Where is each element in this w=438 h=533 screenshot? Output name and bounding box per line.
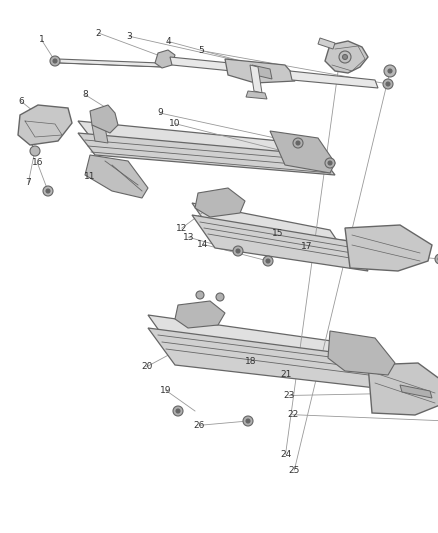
Polygon shape: [192, 203, 350, 260]
Polygon shape: [85, 155, 148, 198]
Circle shape: [383, 79, 393, 89]
Text: 11: 11: [84, 173, 95, 181]
Polygon shape: [90, 105, 118, 133]
Circle shape: [53, 59, 57, 63]
Text: 16: 16: [32, 158, 43, 167]
Text: 4: 4: [166, 37, 171, 46]
Polygon shape: [155, 50, 175, 68]
Text: 22: 22: [287, 410, 298, 419]
Polygon shape: [325, 41, 368, 73]
Polygon shape: [92, 125, 108, 143]
Polygon shape: [148, 315, 382, 378]
Text: 7: 7: [25, 178, 32, 187]
Circle shape: [43, 186, 53, 196]
Text: 19: 19: [160, 386, 171, 394]
Circle shape: [246, 419, 250, 423]
Text: 20: 20: [141, 362, 152, 371]
Text: 15: 15: [272, 229, 284, 238]
Polygon shape: [148, 328, 402, 391]
Circle shape: [384, 65, 396, 77]
Circle shape: [328, 161, 332, 165]
Text: 9: 9: [157, 109, 163, 117]
Polygon shape: [250, 65, 262, 93]
Circle shape: [266, 259, 270, 263]
Text: 10: 10: [170, 119, 181, 128]
Polygon shape: [78, 121, 315, 163]
Circle shape: [263, 256, 273, 266]
Circle shape: [46, 189, 50, 193]
Circle shape: [296, 141, 300, 145]
Text: 17: 17: [301, 242, 312, 251]
Polygon shape: [78, 133, 335, 175]
Circle shape: [243, 416, 253, 426]
Polygon shape: [18, 105, 72, 145]
Polygon shape: [270, 131, 335, 173]
Circle shape: [343, 54, 347, 60]
Polygon shape: [252, 65, 272, 79]
Text: 8: 8: [82, 91, 88, 99]
Text: 23: 23: [283, 391, 295, 400]
Circle shape: [293, 138, 303, 148]
Circle shape: [236, 249, 240, 253]
Text: 5: 5: [198, 46, 205, 55]
Text: 6: 6: [18, 97, 24, 106]
Text: 26: 26: [194, 421, 205, 430]
Circle shape: [386, 82, 390, 86]
Polygon shape: [290, 71, 378, 88]
Text: 3: 3: [126, 32, 132, 41]
Text: 12: 12: [176, 224, 187, 232]
Polygon shape: [58, 59, 162, 67]
Circle shape: [339, 51, 351, 63]
Circle shape: [435, 254, 438, 264]
Circle shape: [30, 146, 40, 156]
Circle shape: [233, 246, 243, 256]
Polygon shape: [195, 188, 245, 217]
Text: 1: 1: [39, 36, 45, 44]
Text: 13: 13: [183, 233, 194, 241]
Polygon shape: [246, 91, 267, 99]
Circle shape: [216, 293, 224, 301]
Polygon shape: [175, 301, 225, 328]
Circle shape: [325, 158, 335, 168]
Text: 24: 24: [280, 450, 291, 458]
Text: 25: 25: [289, 466, 300, 474]
Text: 21: 21: [280, 370, 291, 378]
Circle shape: [176, 409, 180, 413]
Circle shape: [173, 406, 183, 416]
Polygon shape: [318, 38, 335, 49]
Text: 18: 18: [245, 357, 256, 366]
Polygon shape: [192, 215, 368, 271]
Circle shape: [50, 56, 60, 66]
Circle shape: [196, 291, 204, 299]
Polygon shape: [345, 225, 432, 271]
Polygon shape: [328, 331, 395, 375]
Polygon shape: [170, 57, 232, 71]
Circle shape: [388, 69, 392, 73]
Text: 2: 2: [96, 29, 101, 37]
Polygon shape: [400, 385, 432, 398]
Polygon shape: [225, 59, 295, 83]
Polygon shape: [368, 363, 438, 415]
Text: 14: 14: [197, 240, 208, 248]
